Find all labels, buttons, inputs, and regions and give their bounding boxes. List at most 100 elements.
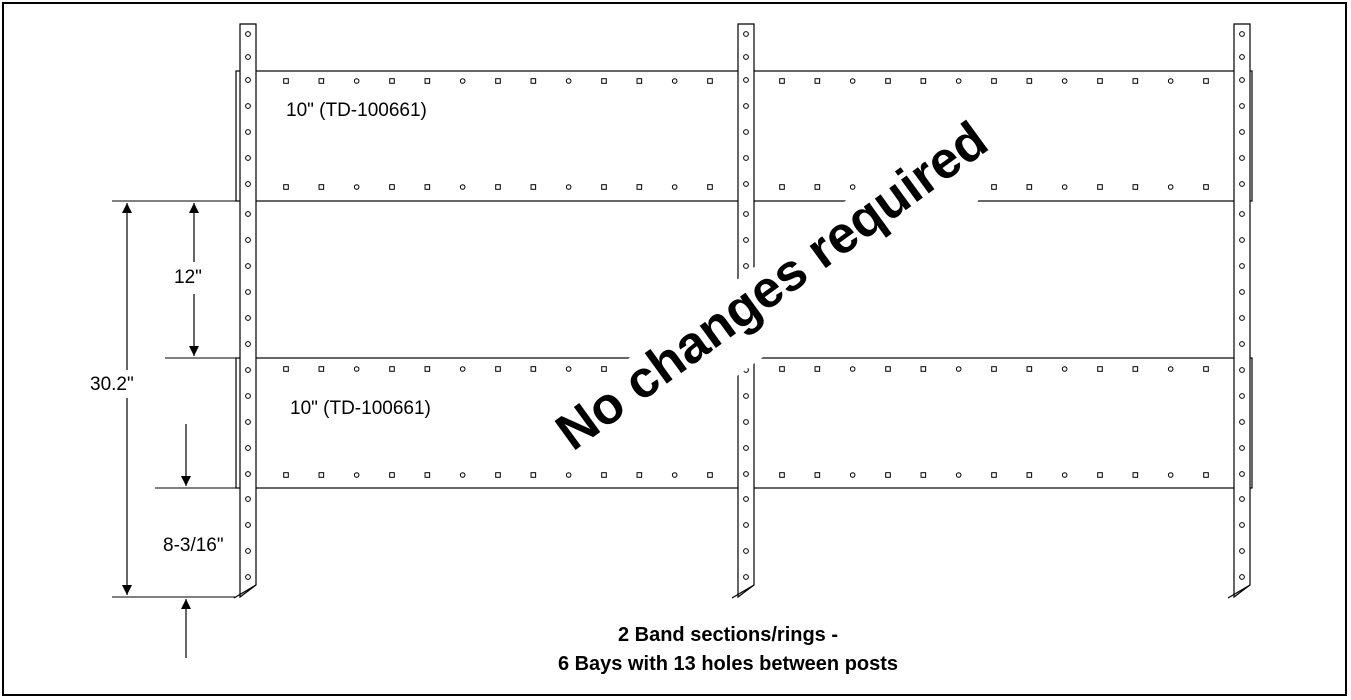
band-hole [1203, 366, 1209, 372]
post-hole [743, 155, 749, 161]
post-hole [1239, 341, 1245, 347]
band-hole [459, 78, 466, 84]
band-hole [424, 366, 431, 372]
band-hole [565, 78, 572, 84]
band-hole [707, 184, 713, 190]
band-hole [991, 78, 997, 84]
post-hole [1239, 289, 1245, 295]
band-hole [1061, 366, 1068, 372]
band-hole [459, 472, 466, 478]
band-hole [671, 78, 678, 84]
post-hole [743, 211, 749, 217]
band-hole [991, 472, 997, 478]
post-3 [1227, 23, 1251, 599]
post-hole [743, 445, 749, 451]
band-hole [353, 472, 360, 478]
post-hole [1239, 496, 1245, 502]
post-hole [1239, 315, 1245, 321]
band-hole [1203, 184, 1209, 190]
band-hole [601, 472, 607, 478]
post-hole [743, 419, 749, 425]
post-hole [1239, 367, 1245, 373]
post-hole [245, 574, 251, 580]
post-hole [1239, 522, 1245, 528]
band-hole [283, 366, 289, 372]
band-hole [424, 472, 431, 478]
band-hole [814, 78, 821, 84]
band-top-label: 10" (TD-100661) [286, 100, 427, 121]
band-hole [389, 366, 395, 372]
post-hole [245, 471, 251, 477]
band-hole [814, 472, 821, 478]
band-hole [1132, 472, 1139, 478]
band-hole [849, 366, 856, 372]
post-hole [245, 155, 251, 161]
post-hole [1239, 548, 1245, 554]
band-hole [459, 184, 466, 190]
band-hole [1061, 472, 1068, 478]
post-hole [1239, 77, 1245, 83]
band-hole [1132, 78, 1139, 84]
post-hole [743, 522, 749, 528]
band-hole [920, 78, 927, 84]
band-hole [1097, 184, 1103, 190]
band-hole [849, 184, 856, 190]
post-hole [743, 393, 749, 399]
band-hole [885, 472, 891, 478]
post-outline [1233, 23, 1251, 599]
post-hole [245, 367, 251, 373]
band-hole [495, 78, 501, 84]
band-hole [779, 472, 785, 478]
band-hole [636, 472, 643, 478]
post-hole [1239, 211, 1245, 217]
post-hole [1239, 263, 1245, 269]
post-hole [245, 263, 251, 269]
post-hole [1239, 574, 1245, 580]
post-1 [233, 23, 257, 599]
post-hole [245, 419, 251, 425]
band-hole [1026, 366, 1033, 372]
post-hole [245, 129, 251, 135]
band-hole [1061, 184, 1068, 190]
band-hole [1167, 78, 1174, 84]
band-hole [671, 184, 678, 190]
band-hole [707, 472, 713, 478]
band-hole [671, 472, 678, 478]
post-hole [1239, 155, 1245, 161]
post-hole [743, 548, 749, 554]
band-hole [1132, 184, 1139, 190]
post-hole [743, 31, 749, 37]
post-hole [245, 237, 251, 243]
band-hole [318, 78, 325, 84]
band-hole [1097, 78, 1103, 84]
band-hole [353, 78, 360, 84]
dimension-8in-label: 8-3/16" [163, 535, 224, 556]
post-hole [245, 77, 251, 83]
post-hole [1239, 237, 1245, 243]
band-hole [1061, 78, 1068, 84]
post-hole [743, 263, 749, 269]
post-outline [239, 23, 257, 599]
band-hole [1097, 472, 1103, 478]
post-hole [743, 103, 749, 109]
dimension-12in-label: 12" [174, 267, 202, 288]
band-hole [849, 472, 856, 478]
post-hole [743, 54, 749, 60]
post-hole [245, 103, 251, 109]
post-hole [245, 181, 251, 187]
stamp-text: No changes required [546, 111, 999, 462]
post-hole [743, 129, 749, 135]
band-hole [601, 184, 607, 190]
post-hole [743, 237, 749, 243]
post-hole [245, 341, 251, 347]
band-hole [601, 78, 607, 84]
band-bottom-label: 10" (TD-100661) [290, 398, 431, 419]
caption-line-1: 2 Band sections/rings - [618, 624, 838, 646]
band-hole [353, 184, 360, 190]
post-foot [1227, 584, 1251, 599]
stamp: No changes required [546, 111, 999, 462]
band-hole [424, 78, 431, 84]
post-hole [743, 77, 749, 83]
band-hole [636, 78, 643, 84]
